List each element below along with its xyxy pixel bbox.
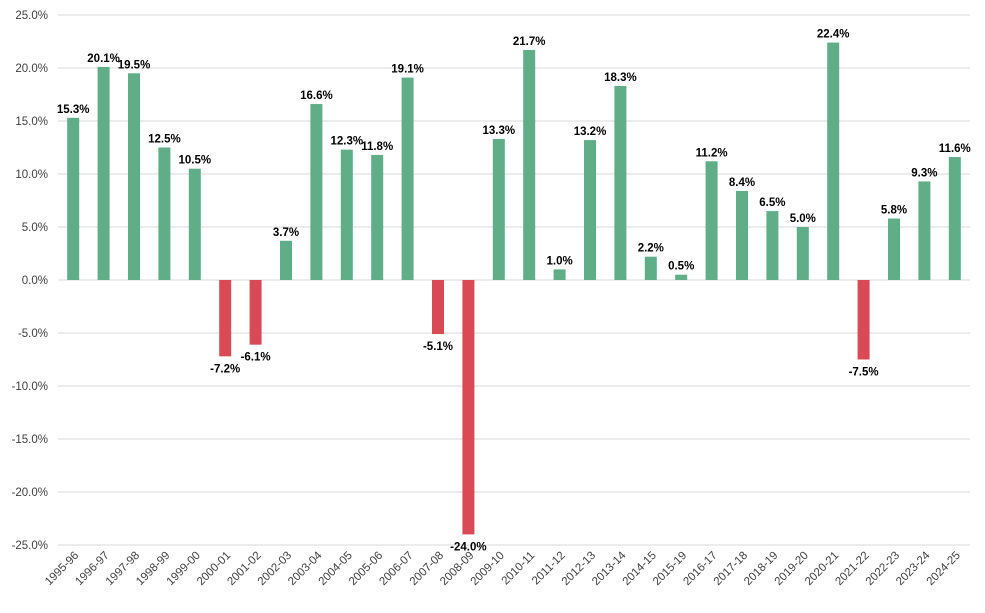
- bar-2013-14: [614, 86, 627, 281]
- bar-2016-17: [705, 161, 718, 280]
- data-label: -7.5%: [849, 367, 879, 379]
- data-label: 5.0%: [790, 213, 816, 225]
- data-label: 6.5%: [759, 197, 785, 209]
- data-label: 21.7%: [513, 36, 546, 48]
- y-tick-label: 5.0%: [22, 222, 48, 234]
- data-labels: 15.3% 20.1%19.5% 12.5% 10.5% -7.2%-6.1% 3.7% 1…: [57, 29, 971, 554]
- bar-2007-08: [432, 280, 444, 335]
- data-label: -24.0%: [450, 541, 486, 553]
- y-tick-label: 25.0%: [15, 10, 48, 22]
- bar-2020-21: [827, 42, 840, 281]
- y-tick-label: -5.0%: [18, 328, 48, 340]
- data-label: 22.4%: [817, 29, 850, 41]
- bar-2012-13: [584, 140, 596, 280]
- y-tick-label: -25.0%: [12, 540, 48, 552]
- data-label: 19.1%: [391, 64, 424, 76]
- x-axis-tick-labels: 1995-961996-971997-981998-991999-002000-…: [43, 549, 963, 588]
- data-label: 12.3%: [330, 136, 363, 148]
- y-tick-label: 0.0%: [22, 275, 48, 287]
- data-label: 11.8%: [361, 141, 393, 153]
- bar-1995-96: [67, 117, 80, 280]
- y-tick-label: 15.0%: [15, 116, 48, 128]
- grid-lines: [58, 14, 970, 546]
- bar-2011-12: [553, 269, 566, 280]
- data-label: 19.5%: [118, 59, 151, 71]
- bar-1996-97: [97, 66, 110, 280]
- data-label: 13.2%: [574, 126, 607, 138]
- bar-2008-09: [462, 280, 475, 535]
- bar-2000-01: [219, 280, 232, 357]
- data-label: 11.2%: [696, 147, 728, 159]
- bar-2001-02: [249, 280, 262, 345]
- bar-2015-19: [675, 274, 688, 280]
- data-label: 5.8%: [881, 205, 907, 217]
- data-label: 1.0%: [546, 255, 572, 267]
- data-label: 11.6%: [939, 143, 971, 155]
- bar-1998-99: [158, 147, 171, 280]
- data-label: 8.4%: [729, 177, 755, 189]
- x-tick-label: 2009-10: [469, 550, 507, 588]
- data-label: 15.3%: [57, 104, 90, 116]
- bar-1999-00: [188, 168, 201, 280]
- data-label: 18.3%: [604, 72, 637, 84]
- bar-2017-18: [736, 190, 748, 280]
- data-label: 9.3%: [911, 167, 937, 179]
- bars: [67, 42, 961, 535]
- bar-2009-10: [492, 139, 505, 280]
- data-label: -7.2%: [210, 363, 240, 375]
- bar-2024-25: [948, 157, 961, 280]
- bar-2004-05: [340, 149, 353, 280]
- bar-2022-23: [888, 218, 900, 280]
- bar-2002-03: [280, 240, 292, 280]
- bar-2014-15: [644, 256, 657, 280]
- y-axis-tick-labels: 25.0% 20.0% 15.0% 10.0% 5.0% 0.0% -5.0% -10.0% -…: [12, 10, 48, 552]
- bar-2003-04: [310, 104, 323, 280]
- data-label: 20.1%: [87, 53, 120, 65]
- y-tick-label: 20.0%: [15, 63, 48, 75]
- data-label: 13.3%: [482, 125, 515, 137]
- data-label: 3.7%: [273, 227, 299, 239]
- bar-1997-98: [128, 73, 140, 280]
- data-label: -6.1%: [241, 352, 271, 364]
- data-label: -5.1%: [423, 341, 453, 353]
- x-tick-label: 2024-25: [925, 550, 963, 588]
- data-label: 2.2%: [638, 243, 664, 255]
- data-label: 0.5%: [668, 261, 694, 273]
- data-label: 10.5%: [178, 155, 211, 167]
- bar-2019-20: [796, 227, 809, 280]
- data-label: 12.5%: [148, 134, 181, 146]
- y-tick-label: -10.0%: [12, 381, 48, 393]
- y-tick-label: 10.0%: [15, 169, 48, 181]
- bar-2021-22: [857, 280, 870, 360]
- bar-2018-19: [766, 211, 779, 280]
- bar-2023-24: [918, 181, 931, 280]
- y-tick-label: -20.0%: [12, 487, 48, 499]
- data-label: 16.6%: [300, 90, 333, 102]
- bar-2005-06: [371, 154, 384, 280]
- y-tick-label: -15.0%: [12, 434, 48, 446]
- bar-2010-11: [523, 49, 536, 281]
- bar-2006-07: [401, 77, 414, 280]
